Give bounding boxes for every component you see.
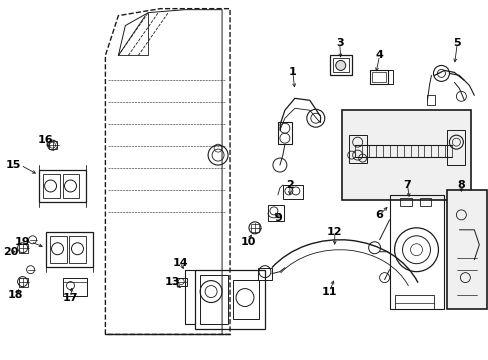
Bar [341,110,470,200]
Bar [371,72,385,82]
Bar [62,174,80,198]
Text: 9: 9 [273,213,281,223]
Bar [447,190,487,310]
Bar [69,236,86,263]
Bar [277,122,291,144]
Bar [369,71,387,84]
Text: 15: 15 [5,160,20,170]
Text: 20: 20 [3,247,19,257]
Text: 10: 10 [240,237,255,247]
Text: 16: 16 [38,135,53,145]
Bar [447,130,465,165]
Bar [419,198,430,206]
Bar [19,244,27,253]
Text: 5: 5 [453,37,460,48]
Bar [427,95,435,105]
Bar [283,185,302,199]
Text: 2: 2 [285,180,293,190]
Text: 11: 11 [322,287,337,297]
Text: 4: 4 [375,50,383,60]
Bar [62,278,87,296]
Text: 18: 18 [8,289,23,300]
Text: 1: 1 [288,67,296,77]
Text: 12: 12 [326,227,342,237]
Bar [49,236,66,263]
Bar [233,280,259,319]
Bar [48,141,57,149]
Text: 6: 6 [375,210,383,220]
Bar [258,268,271,280]
Text: 19: 19 [15,237,31,247]
Bar [329,55,351,75]
Text: 8: 8 [457,180,464,190]
Text: 3: 3 [335,37,343,48]
Text: 17: 17 [62,293,78,302]
Bar [394,294,433,310]
Text: 13: 13 [164,276,180,287]
Bar [250,224,259,232]
Bar [39,170,86,202]
Text: 14: 14 [172,258,187,268]
Bar [267,205,284,221]
Bar [45,232,93,267]
Bar [399,198,411,206]
Bar [195,270,264,329]
Bar [348,135,366,163]
Bar [177,278,187,285]
Ellipse shape [335,60,345,71]
Bar [389,195,444,310]
Bar [42,174,60,198]
Bar [19,278,27,287]
Bar [200,275,227,324]
Text: 7: 7 [403,180,410,190]
Bar [332,58,348,72]
